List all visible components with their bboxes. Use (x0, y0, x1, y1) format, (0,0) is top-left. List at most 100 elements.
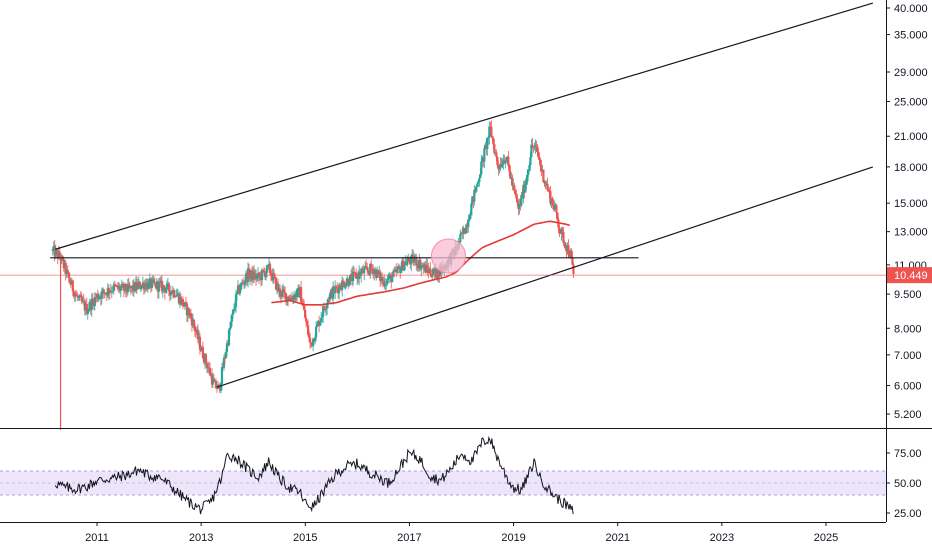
candle (511, 174, 514, 190)
candle-body (384, 284, 387, 287)
candle-body (366, 267, 369, 271)
candle-body (140, 284, 143, 289)
candle (158, 277, 161, 289)
moving-average (271, 220, 570, 306)
candle-body (302, 305, 306, 310)
candle-body (400, 268, 403, 273)
candle-body (490, 126, 493, 137)
candle-body (158, 282, 161, 283)
x-tick-label: 2025 (814, 532, 838, 544)
candle-body (68, 277, 71, 283)
candle-body (508, 164, 511, 172)
candle (120, 279, 123, 291)
candle-body (518, 204, 521, 209)
candle-body (495, 152, 498, 157)
candle-body (54, 249, 57, 257)
candle-body (150, 279, 153, 288)
candle-body (561, 229, 564, 233)
candle-body (91, 298, 94, 301)
candle-body (480, 161, 483, 175)
candle-body (192, 319, 196, 327)
x-tick-label: 2019 (501, 532, 525, 544)
candle-body (280, 291, 284, 297)
candle-body (408, 258, 411, 262)
candle-body (234, 294, 238, 308)
candle-body (379, 271, 382, 281)
candle-body (198, 336, 202, 350)
candle-body (329, 292, 332, 300)
candle-body (228, 327, 232, 330)
candle-body (396, 269, 399, 273)
y-tick-label: 9.500 (894, 289, 922, 301)
y-tick-label: 35.000 (894, 30, 928, 42)
candle-body (241, 282, 245, 284)
candle (127, 277, 130, 290)
candle-body (214, 380, 218, 389)
candle (520, 191, 523, 208)
candle-body (354, 272, 357, 273)
candle-body (161, 285, 164, 292)
candle (397, 263, 400, 274)
candle (319, 320, 322, 327)
candle (524, 178, 527, 193)
candle-body (536, 146, 539, 153)
candle-body (530, 144, 533, 158)
candle-body (336, 287, 339, 289)
candle-body (435, 268, 438, 279)
candle-body (487, 137, 490, 139)
candle-body (365, 265, 368, 268)
candle-body (112, 284, 115, 291)
candle-body (262, 270, 266, 272)
candle (306, 319, 310, 337)
candle-body (289, 297, 293, 299)
candle (184, 296, 188, 305)
candle-body (323, 306, 326, 309)
candle (476, 181, 479, 188)
candle-body (212, 378, 216, 383)
candle-body (237, 285, 241, 294)
candle-body (77, 297, 80, 299)
candle-body (79, 295, 82, 298)
candle (121, 282, 124, 285)
candle (363, 267, 366, 281)
candle-body (238, 289, 242, 294)
candle-body (181, 298, 185, 306)
candle (527, 169, 530, 177)
candle (165, 280, 168, 294)
candle (544, 180, 547, 190)
y-tick-label: 8.000 (894, 323, 922, 335)
last-price-label: 10.449 (894, 270, 928, 282)
candle-body (504, 161, 507, 164)
candle (214, 378, 218, 389)
candle-body (342, 280, 345, 282)
x-tick-label: 2011 (85, 532, 109, 544)
candle-body (344, 286, 347, 288)
candle (96, 289, 99, 303)
highlight-area (430, 238, 466, 274)
candle-body (311, 338, 315, 347)
candle-body (558, 227, 561, 231)
candle-body (72, 291, 75, 297)
candle (187, 307, 191, 319)
candle-body (235, 291, 239, 295)
candle-body (370, 263, 373, 269)
candle-body (288, 297, 292, 301)
candle-body (307, 334, 311, 338)
y-tick-label: 13.000 (894, 227, 928, 239)
candle (366, 262, 369, 275)
candle-body (183, 302, 187, 307)
candle-body (111, 290, 114, 292)
candle-body (497, 164, 500, 169)
candle-body (464, 232, 467, 234)
candle-body (406, 261, 409, 265)
candle-body (175, 294, 179, 296)
x-tick-label: 2013 (189, 532, 213, 544)
candle-body (556, 212, 559, 220)
candle-body (93, 297, 96, 307)
candle-body (429, 268, 432, 275)
candle-body (119, 287, 122, 291)
candle (230, 313, 234, 327)
candle-body (473, 189, 476, 202)
candle-body (278, 288, 282, 296)
candle (303, 305, 307, 319)
